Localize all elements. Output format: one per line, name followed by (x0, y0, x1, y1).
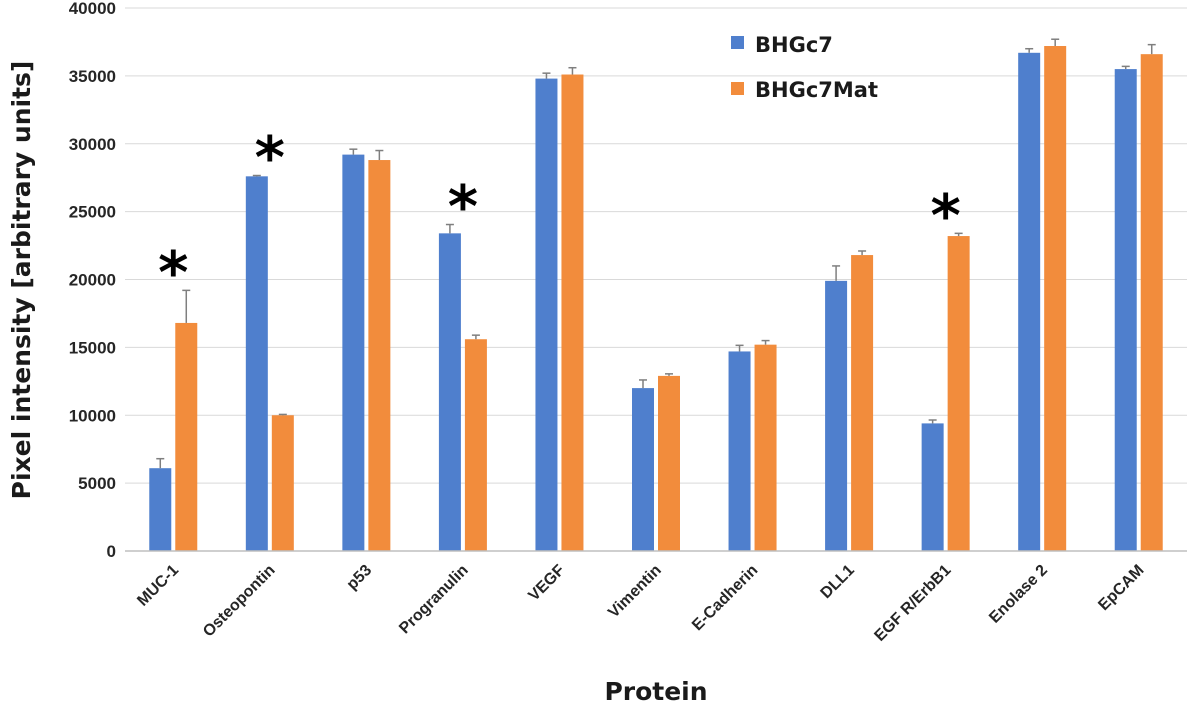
significance-asterisk: * (255, 124, 285, 192)
error-bar-bhgc7-progranulin (445, 223, 454, 234)
error-bar-bhgc7-enolase-2 (1025, 47, 1034, 53)
bar-bhgc7-epcam (1114, 69, 1137, 552)
bar-bhgc7-enolase-2 (1018, 52, 1041, 552)
x-tick-label: Progranulin (396, 562, 472, 638)
bar-bhgc7mat-muc-1 (175, 322, 198, 551)
significance-asterisk: * (158, 238, 188, 306)
bar-bhgc7-p53 (342, 154, 365, 552)
error-bar-bhgc7mat-muc-1 (182, 289, 191, 323)
legend-label-bhgc7: BHGc7 (755, 33, 833, 57)
bar-bhgc7mat-enolase-2 (1044, 46, 1067, 551)
legend-label-bhgc7mat: BHGc7Mat (755, 78, 878, 102)
error-bar-bhgc7mat-epcam (1147, 43, 1156, 55)
error-bar-bhgc7mat-e-cadherin (761, 339, 770, 345)
bar-bhgc7mat-vimentin (658, 375, 680, 551)
error-bar-bhgc7-egf-r-erbb1 (928, 419, 937, 424)
error-bar-bhgc7mat-progranulin (471, 334, 480, 340)
bar-bhgc7-muc-1 (149, 468, 172, 551)
y-tick-label: 5000 (78, 474, 116, 493)
bar-bhgc7mat-egf-r-erbb1 (947, 236, 970, 551)
significance-asterisk: * (930, 181, 960, 249)
x-tick-label: VEGF (525, 562, 568, 605)
error-bar-bhgc7-epcam (1121, 65, 1130, 70)
bar-bhgc7-dll1 (825, 280, 848, 551)
bar-bhgc7mat-epcam (1140, 54, 1163, 551)
error-bar-bhgc7-vegf (542, 72, 551, 79)
error-bar-bhgc7-p53 (349, 148, 358, 155)
x-axis-ticks: MUC-1 Osteopontin p53 Progranulin VEGF Viment… (134, 562, 1147, 645)
y-tick-label: 30000 (69, 135, 116, 154)
legend: BHGc7 BHGc7Mat (731, 33, 878, 102)
error-bar-bhgc7-muc-1 (156, 457, 165, 469)
bar-bhgc7mat-osteopontin (271, 415, 294, 551)
significance-asterisk: * (448, 173, 478, 241)
y-tick-label: 15000 (69, 338, 116, 357)
bar-bhgc7-vimentin (632, 388, 654, 551)
error-bar-bhgc7mat-enolase-2 (1051, 38, 1060, 47)
x-axis-title: Protein (604, 677, 707, 706)
y-tick-label: 0 (107, 542, 116, 561)
error-bar-bhgc7mat-egf-r-erbb1 (954, 232, 963, 237)
bar-bhgc7-osteopontin (245, 176, 268, 551)
x-tick-label: Osteopontin (200, 562, 279, 641)
y-axis-title: Pixel intensity [arbitrary units] (7, 61, 36, 500)
bar-bhgc7mat-vegf (561, 74, 584, 551)
error-bars (156, 38, 1156, 469)
bar-bhgc7mat-progranulin (464, 339, 487, 551)
error-bar-bhgc7mat-osteopontin (278, 413, 287, 416)
x-tick-label: EpCAM (1095, 562, 1147, 614)
error-bar-bhgc7mat-p53 (375, 149, 384, 161)
bar-bhgc7-vegf (535, 78, 558, 551)
y-axis-ticks: 0 5000 10000 15000 20000 25000 30000 35000 40000 (69, 0, 116, 561)
error-bar-bhgc7-dll1 (832, 265, 841, 281)
x-tick-label: Vimentin (605, 562, 665, 622)
error-bar-bhgc7mat-vimentin (665, 373, 673, 376)
bar-bhgc7mat-e-cadherin (754, 344, 777, 551)
x-tick-label: DLL1 (818, 562, 858, 602)
y-tick-label: 10000 (69, 406, 116, 425)
y-tick-label: 35000 (69, 67, 116, 86)
bar-bhgc7mat-p53 (368, 160, 391, 552)
legend-swatch-bhgc7 (731, 36, 744, 49)
x-tick-label: MUC-1 (134, 562, 182, 610)
error-bar-bhgc7mat-vegf (568, 66, 577, 75)
error-bar-bhgc7-vimentin (639, 379, 647, 389)
error-bar-bhgc7-osteopontin (252, 174, 261, 177)
error-bar-bhgc7mat-dll1 (858, 250, 867, 256)
x-tick-label: EGF R/ErbB1 (871, 562, 954, 645)
x-tick-label: E-Cadherin (689, 562, 761, 634)
significance-markers: * * * * (158, 124, 961, 307)
bars (149, 46, 1163, 552)
bar-bhgc7-egf-r-erbb1 (921, 423, 944, 551)
y-tick-label: 25000 (69, 203, 116, 222)
legend-swatch-bhgc7mat (731, 82, 744, 95)
y-tick-label: 40000 (69, 0, 116, 18)
bar-bhgc7mat-dll1 (851, 255, 874, 551)
gridlines (125, 7, 1187, 484)
error-bar-bhgc7-e-cadherin (735, 344, 744, 352)
y-tick-label: 20000 (69, 271, 116, 290)
x-tick-label: p53 (344, 562, 376, 594)
bar-bhgc7-progranulin (438, 233, 461, 551)
bar-bhgc7-e-cadherin (728, 351, 751, 551)
x-tick-label: Enolase 2 (986, 562, 1051, 627)
